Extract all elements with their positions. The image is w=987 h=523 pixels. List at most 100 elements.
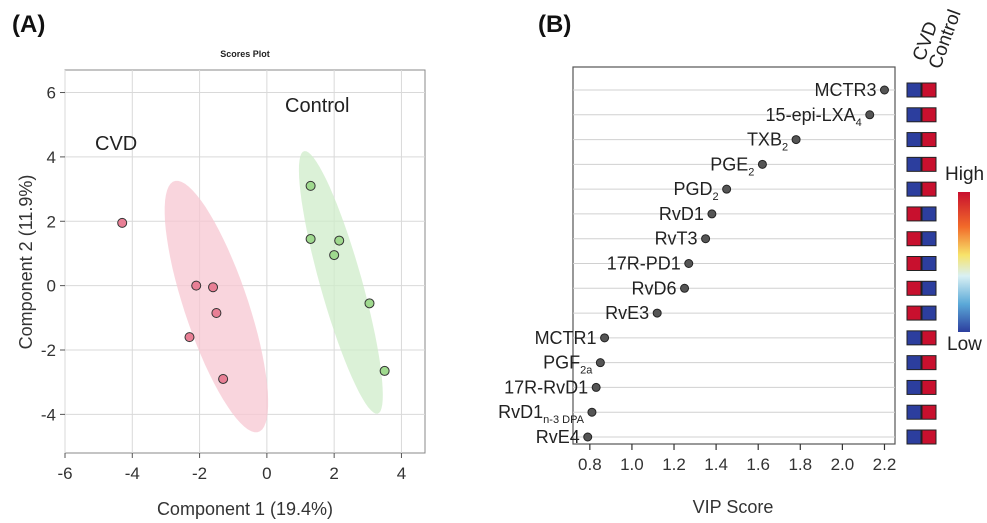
vip-point <box>722 184 732 194</box>
vip-metabolite-label: 17R-PD1 <box>607 254 681 274</box>
vip-metabolite-label: PGF2a <box>543 353 593 377</box>
heatmap-cell-cvd <box>906 82 922 98</box>
scores-x-tick-label: -4 <box>125 464 140 483</box>
control-point <box>305 180 316 191</box>
control-point <box>305 233 316 244</box>
heatmap-cell-control <box>921 206 937 222</box>
heatmap-cell-cvd <box>906 305 922 321</box>
cvd-point <box>184 332 195 343</box>
vip-metabolite-label: RvD6 <box>632 278 677 298</box>
heatmap-cell-control <box>921 404 937 420</box>
legend-low-label: Low <box>947 334 982 355</box>
heatmap-cell-control <box>921 181 937 197</box>
vip-metabolite-label: PGD2 <box>673 179 718 203</box>
vip-plot-ticks: 0.8 1.0 1.2 1.4 1.6 1.8 2.0 2.2 <box>578 444 896 474</box>
panel-b-label: (B) <box>538 11 571 38</box>
heatmap-cell-control <box>921 379 937 395</box>
vip-metabolite-label: MCTR1 <box>535 328 597 348</box>
vip-metabolite-label: 17R-RvD1 <box>504 377 588 397</box>
scores-x-tick-label: 4 <box>397 464 406 483</box>
vip-x-tick-label: 1.4 <box>704 455 728 474</box>
vip-metabolite-label: RvE3 <box>605 303 649 323</box>
vip-point <box>684 259 694 268</box>
vip-point <box>865 110 875 120</box>
heatmap-cell-cvd <box>906 379 922 395</box>
scores-x-tick-label: 0 <box>262 464 271 483</box>
vip-x-tick-label: 0.8 <box>578 455 602 474</box>
vip-metabolite-label: MCTR3 <box>814 80 876 100</box>
heatmap-cell-control <box>921 82 937 98</box>
vip-metabolite-label: RvE4 <box>536 427 580 447</box>
vip-point <box>757 159 767 169</box>
vip-point <box>701 234 711 244</box>
heatmap-cell-cvd <box>906 107 922 123</box>
cvd-point <box>117 217 128 228</box>
heatmap-cell-control <box>921 132 937 148</box>
heatmap-cell-control <box>921 156 937 172</box>
vip-point <box>600 333 610 343</box>
scores-plot-title: Scores Plot <box>220 49 270 59</box>
heatmap-cell-cvd <box>906 181 922 197</box>
heatmap-cell-control <box>921 231 937 247</box>
cvd-point <box>218 373 229 384</box>
heatmap-cell-cvd <box>906 280 922 296</box>
vip-x-tick-label: 2.0 <box>831 455 855 474</box>
heatmap-cell-control <box>921 330 937 346</box>
control-point <box>364 298 375 309</box>
vip-x-tick-label: 2.2 <box>873 455 897 474</box>
heatmap-cell-cvd <box>906 404 922 420</box>
scores-plot-ticks: -6 -4 -2 0 2 4 -4 -2 0 2 4 6 <box>41 84 406 483</box>
vip-metabolite-label: 15-epi-LXA4 <box>766 105 862 129</box>
control-group-label: Control <box>285 95 349 117</box>
scores-y-axis-title: Component 2 (11.9%) <box>16 175 36 350</box>
vip-metabolite-label: RvT3 <box>655 229 698 249</box>
vip-metabolite-label: PGE2 <box>710 154 754 178</box>
scores-y-tick-label: -2 <box>41 341 56 360</box>
vip-x-axis-title: VIP Score <box>693 497 774 517</box>
heatmap-cell-control <box>921 429 937 445</box>
control-point <box>329 250 340 261</box>
vip-metabolite-label: TXB2 <box>747 130 788 154</box>
heatmap-cell-cvd <box>906 355 922 371</box>
heatmap-cell-control <box>921 280 937 296</box>
score-points <box>117 180 390 384</box>
vip-point <box>879 85 889 95</box>
vip-plot-frame <box>572 66 896 445</box>
vip-point <box>583 432 593 442</box>
scores-x-tick-label: -2 <box>192 464 207 483</box>
color-scale-bar <box>958 192 970 332</box>
cvd-group-label: CVD <box>95 133 137 155</box>
vip-point <box>791 135 801 145</box>
scores-y-tick-label: 0 <box>47 277 56 296</box>
cvd-ellipse <box>164 180 269 433</box>
scores-y-tick-label: 4 <box>47 148 56 167</box>
vip-point <box>707 209 717 219</box>
heatmap-cell-cvd <box>906 330 922 346</box>
control-point <box>379 365 390 376</box>
control-ellipse <box>298 151 383 414</box>
panel-a-label: (A) <box>12 11 45 38</box>
scores-y-tick-label: -4 <box>41 405 56 424</box>
heatmap-cell-cvd <box>906 231 922 247</box>
vip-plot-grid <box>573 89 895 438</box>
heatmap-cell-cvd <box>906 156 922 172</box>
heatmap-cell-control <box>921 107 937 123</box>
heatmap-cell-control <box>921 256 937 271</box>
group-ellipses <box>164 151 383 433</box>
cvd-point <box>208 282 219 293</box>
vip-metabolite-label: RvD1 <box>659 204 704 224</box>
vip-heatmap <box>906 82 937 445</box>
vip-point <box>587 407 597 417</box>
scores-x-axis-title: Component 1 (19.4%) <box>157 499 333 519</box>
scores-plot: -6 -4 -2 0 2 4 -4 -2 0 2 4 6 <box>41 69 426 483</box>
vip-x-tick-label: 1.2 <box>662 455 686 474</box>
cvd-point <box>211 307 222 318</box>
heatmap-cell-cvd <box>906 206 922 222</box>
scores-y-tick-label: 2 <box>47 212 56 231</box>
vip-x-tick-label: 1.0 <box>620 455 644 474</box>
scores-x-tick-label: 2 <box>329 464 338 483</box>
heatmap-cell-cvd <box>906 256 922 271</box>
